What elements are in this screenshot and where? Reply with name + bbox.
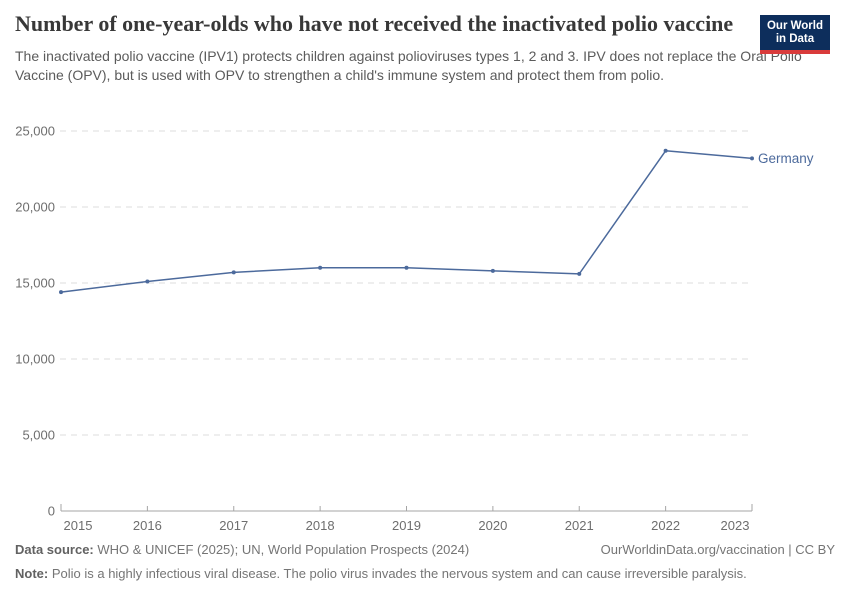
data-point[interactable] — [404, 265, 409, 270]
data-point[interactable] — [318, 265, 323, 270]
x-axis: 2015 2016 2017 2018 2019 2020 2021 2022 2023 — [60, 504, 753, 533]
x-tick-label: 2018 — [306, 518, 335, 533]
data-point[interactable] — [59, 290, 63, 295]
y-tick-label: 5,000 — [22, 428, 55, 443]
owid-link[interactable]: OurWorldinData.org/vaccination | CC BY — [600, 542, 835, 557]
owid-logo[interactable]: Our World in Data — [759, 15, 830, 54]
chart-note: Note: Polio is a highly infectious viral… — [15, 565, 835, 583]
owid-logo-line1: Our World — [766, 20, 823, 32]
y-tick-label: 20,000 — [15, 200, 55, 215]
x-tick-label: 2020 — [478, 518, 507, 533]
x-tick-label: 2022 — [651, 518, 680, 533]
x-tick-label: 2021 — [565, 518, 594, 533]
x-tick-label: 2016 — [133, 518, 162, 533]
data-line[interactable] — [60, 150, 753, 293]
data-source: Data source: WHO & UNICEF (2025); UN, Wo… — [15, 541, 469, 559]
chart-footer: Data source: WHO & UNICEF (2025); UN, Wo… — [15, 541, 835, 583]
data-point[interactable] — [490, 268, 495, 273]
x-tick-label: 2023 — [721, 518, 750, 533]
note-text: Polio is a highly infectious viral disea… — [48, 566, 747, 581]
data-point[interactable] — [750, 156, 754, 161]
data-source-label: Data source: — [15, 542, 94, 557]
y-tick-label: 10,000 — [15, 352, 55, 367]
y-tick-label: 0 — [48, 504, 55, 519]
data-point[interactable] — [231, 270, 236, 275]
x-tick-label: 2019 — [392, 518, 421, 533]
chart-subtitle: The inactivated polio vaccine (IPV1) pro… — [15, 48, 802, 83]
y-tick-label: 15,000 — [15, 276, 55, 291]
note-label: Note: — [15, 566, 49, 581]
series-germany[interactable]: Germany — [59, 148, 814, 295]
x-tick-label: 2015 — [64, 518, 93, 533]
data-point[interactable] — [663, 148, 668, 153]
x-tick-label: 2017 — [219, 518, 248, 533]
y-tick-label: 25,000 — [15, 124, 55, 139]
chart-header: Number of one-year-olds who have not rec… — [15, 10, 835, 85]
data-point[interactable] — [145, 279, 150, 284]
y-axis: 0 5,000 10,000 15,000 20,000 25,000 — [15, 124, 752, 519]
data-source-text: WHO & UNICEF (2025); UN, World Populatio… — [93, 542, 470, 557]
owid-logo-line2: in Data — [775, 33, 815, 45]
page-title: Number of one-year-olds who have not rec… — [15, 11, 734, 36]
data-point[interactable] — [577, 271, 582, 276]
series-end-label: Germany — [758, 151, 814, 166]
